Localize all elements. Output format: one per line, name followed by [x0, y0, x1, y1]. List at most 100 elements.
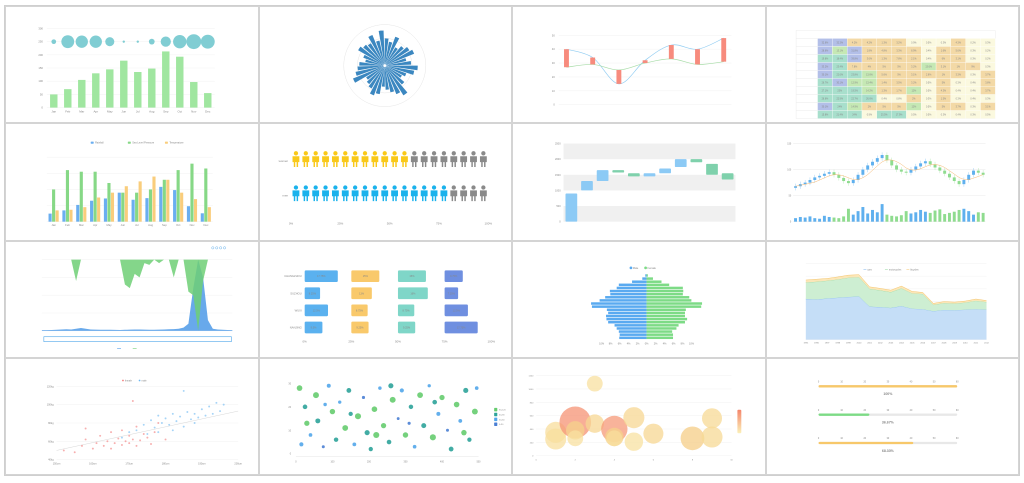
candle-body: [904, 171, 908, 173]
chart-card-16[interactable]: 0 10 20 30 40 50 60 100% 0 10 20 30 40 50 60 36.67% 0 10 2…: [765, 357, 1019, 475]
cell-value: 26.6%: [866, 98, 873, 100]
y-tick-label: 80kg: [48, 422, 54, 425]
volume-bar: [923, 211, 927, 222]
person-body: [410, 156, 418, 168]
cell-value: 1.4%: [881, 82, 886, 84]
bubble-chart: 0 200 400 600 800 1000 1200 0 2 4 6 8 10: [529, 375, 742, 461]
x-tick-label: 0: [536, 459, 538, 461]
volume-bar: [894, 216, 898, 222]
cell-value: 3.1%: [955, 58, 960, 60]
series-line: [805, 295, 987, 311]
progress-percent: 100%: [883, 392, 893, 396]
scatter-point: [135, 444, 138, 447]
progress-fill: [818, 441, 913, 444]
y-tick-label: 30: [552, 62, 555, 65]
scatter-point: [380, 422, 386, 428]
bar: [159, 187, 163, 222]
chart-card-15[interactable]: 0 200 400 600 800 1000 1200 0 2 4 6 8 10: [512, 357, 766, 475]
female-bar: [646, 320, 685, 323]
chart-card-5[interactable]: Rainfall Sea Level Pressure Temperature Jan…: [5, 123, 259, 241]
chart-card-7[interactable]: 0 500 1000 1500 2000 2500: [512, 123, 766, 241]
male-bar: [591, 301, 647, 305]
scatter-point: [120, 443, 123, 446]
x-tick-label: 2%: [636, 342, 640, 345]
x-tick-label: 1997: [824, 342, 830, 344]
scatter-point: [182, 425, 185, 428]
y-tick-label: 10: [552, 90, 555, 93]
scatter-point: [431, 399, 437, 405]
candle-body: [841, 178, 845, 182]
chart-card-9[interactable]: [5, 240, 259, 358]
chart-card-11[interactable]: 10% 8% 6% 4% 2% 0% 2% 4% 6% 8% 10% Male Female: [512, 240, 766, 358]
y-tick-label: 40kg: [48, 458, 54, 461]
category-label: CHANGZHOU: [284, 274, 302, 278]
male-bar: [618, 283, 647, 286]
tick-label: 10: [840, 410, 843, 412]
area-chart: [41, 245, 233, 349]
cell-value: 2.6%: [925, 74, 930, 76]
candle-body: [807, 180, 811, 183]
volume-bar: [899, 215, 903, 222]
y-tick-label: 50: [552, 34, 555, 37]
cell-value: 1%: [956, 66, 959, 68]
scatter-point: [142, 423, 145, 426]
x-tick-label: 50%: [395, 339, 401, 343]
person-icon: [449, 151, 457, 168]
y-tick-label: 400: [530, 429, 534, 431]
scatter-point: [351, 442, 356, 447]
y-tick-label: 150: [38, 66, 43, 70]
cell-value: 30.1%: [836, 82, 843, 84]
bubble: [623, 406, 645, 428]
cell-value: 9%: [971, 66, 974, 68]
x-tick-label: 2001: [867, 342, 873, 344]
chart-card-1[interactable]: 0 50 100 150 200 250 300 Jan Feb Mar Apr May Jun Jul A…: [5, 6, 259, 124]
bar: [180, 192, 184, 222]
cell-value: 0.2%: [985, 58, 990, 60]
chart-card-8[interactable]: 0 50 100 150: [765, 123, 1019, 241]
scatter-point: [372, 431, 379, 438]
x-tick-label: 10: [730, 459, 733, 461]
chart-card-4[interactable]: 32.6% 32.3% 4.2% 4.2% 1.3% 3.2% 0.9% 0.5% 0.3% 4.…: [765, 6, 1019, 124]
candle-body: [793, 186, 797, 189]
scatter-point: [296, 385, 302, 391]
scatter-point: [84, 427, 87, 430]
scatter-point: [303, 420, 309, 426]
chart-card-14[interactable]: 0 10 20 30 0 100 200 300 400 500 90-120 60-90 30-60 0…: [258, 357, 512, 475]
chart-card-13[interactable]: 40kg 60kg 80kg 100kg 120kg 150cm 160cm 170cm 180…: [5, 357, 259, 475]
candle-body: [981, 172, 985, 176]
x-tick-label: Jul: [135, 223, 139, 227]
chart-card-6[interactable]: women men 0% 25% 50% 75% 100%: [258, 123, 512, 241]
bar-label: 9.75%: [450, 275, 458, 278]
person-head: [480, 151, 486, 156]
chart-card-10[interactable]: 0% 25% 50% 75% 100% CHANGZHOU 17.75% 15% 15% 9.75…: [258, 240, 512, 358]
person-body: [449, 156, 457, 168]
scatter-point: [157, 414, 160, 417]
y-tick-label: 2500: [555, 143, 561, 146]
bubble: [701, 408, 723, 429]
female-bar: [646, 276, 653, 280]
cell-value: 3.7%: [985, 74, 990, 76]
scatter-point: [62, 449, 65, 452]
area-series: [41, 259, 233, 331]
polar-bar: [384, 38, 389, 65]
progress-percent: 68.33%: [881, 449, 894, 453]
bar: [176, 56, 184, 108]
x-tick-label: Oct: [177, 109, 182, 113]
chart-card-3[interactable]: 0 10 20 30 40 50: [512, 6, 766, 124]
chart-card-2[interactable]: [258, 6, 512, 124]
chart-card-12[interactable]: cars motorcycles bicycles 1995 1996 1997 1998 1…: [765, 240, 1019, 358]
candle-body: [971, 170, 975, 176]
tick-label: 0: [817, 438, 819, 440]
scatter-point: [110, 447, 113, 450]
polar-bar: [385, 65, 414, 75]
x-tick-label: 8: [692, 459, 694, 461]
waterfall-bar: [628, 173, 640, 177]
bar: [176, 170, 180, 222]
cell-value: 0.4%: [925, 58, 930, 60]
bubble: [51, 39, 57, 45]
cell-value: 0.5%: [925, 115, 930, 117]
polar-bar: [384, 66, 394, 93]
scatter-point: [168, 423, 171, 426]
y-tick-label: 20: [552, 76, 555, 79]
person-icon: [400, 151, 408, 168]
